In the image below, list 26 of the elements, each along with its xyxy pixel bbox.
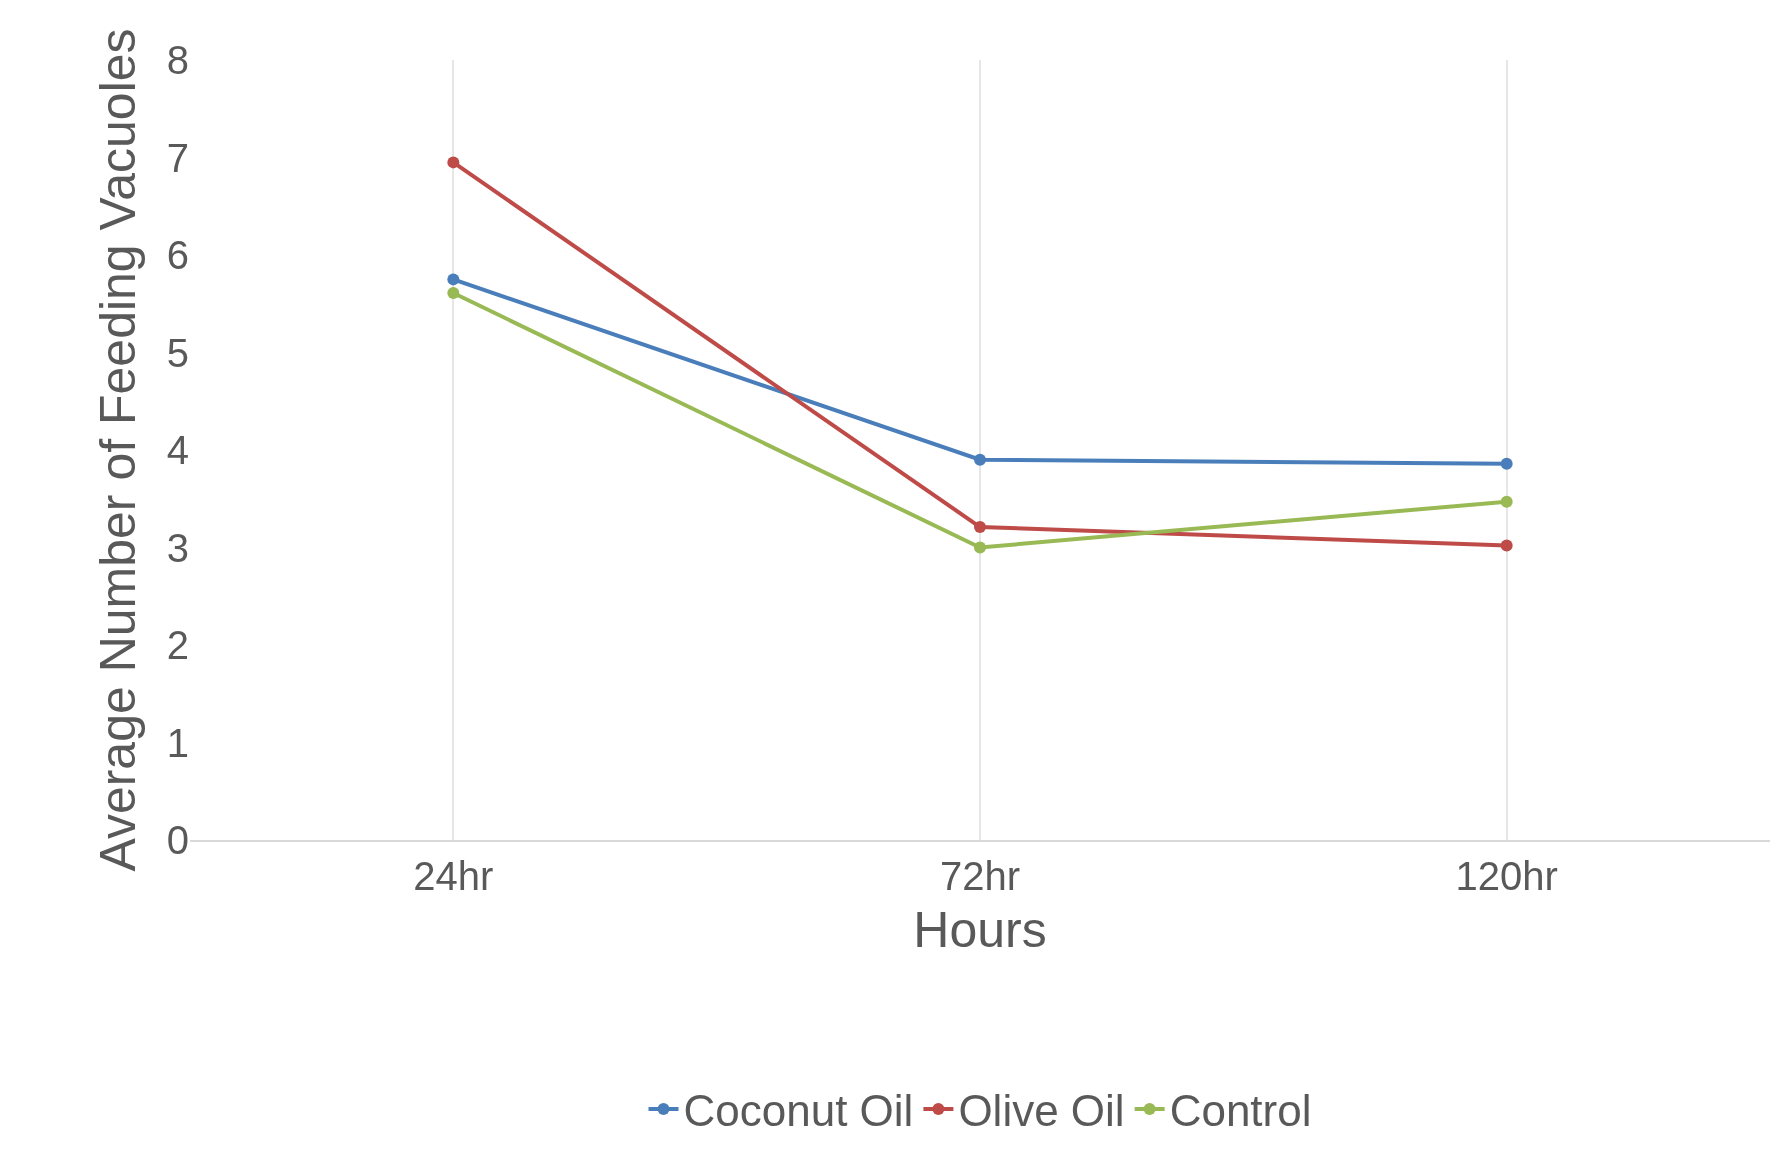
- y-tick-label: 5: [166, 330, 189, 375]
- point: [1500, 457, 1513, 470]
- point: [974, 453, 986, 466]
- point: [1500, 539, 1513, 552]
- y-tick-label: 3: [166, 525, 189, 570]
- point: [974, 541, 986, 554]
- point: [974, 521, 986, 534]
- point: [447, 287, 460, 300]
- legend-label: Coconut Oil: [683, 1086, 914, 1136]
- legend-label: Olive Oil: [958, 1086, 1125, 1136]
- x-tick-label: 72hr: [939, 854, 1021, 898]
- x-axis-title: Hours: [913, 902, 1047, 958]
- y-tick-label: 8: [166, 38, 189, 82]
- y-tick-label: 2: [166, 623, 189, 667]
- y-axis-title: Average Number of Feeding Vacuoles: [89, 28, 146, 872]
- point: [447, 156, 460, 169]
- x-tick-label: 24hr: [413, 854, 494, 898]
- y-tick-label: 6: [166, 233, 189, 277]
- y-tick-label: 0: [166, 818, 189, 862]
- y-tick-label: 4: [166, 428, 189, 472]
- y-tick-label: 7: [166, 135, 189, 180]
- x-tick-label: 120hr: [1455, 854, 1558, 898]
- y-tick-label: 1: [166, 720, 189, 765]
- point: [1500, 495, 1513, 508]
- legend-label: Control: [1169, 1086, 1312, 1136]
- point: [447, 273, 460, 286]
